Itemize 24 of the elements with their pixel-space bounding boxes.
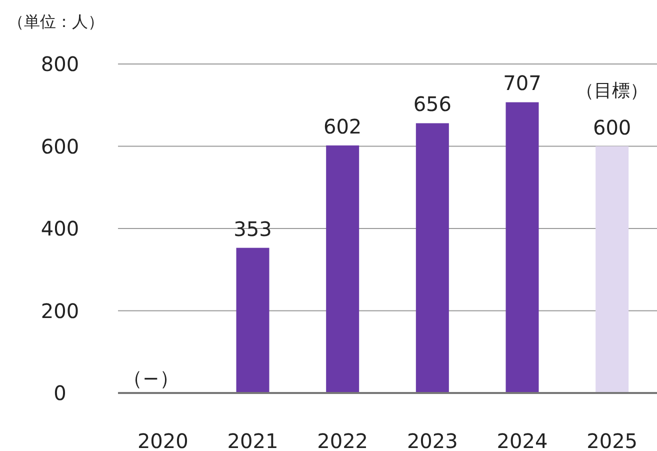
- bar: [326, 145, 360, 393]
- data-label: 656: [413, 92, 452, 116]
- x-tick-label: 2020: [137, 429, 188, 451]
- y-tick-label: 600: [40, 134, 80, 158]
- bar: [236, 248, 270, 393]
- data-label: 600: [592, 115, 632, 140]
- x-tick-label: 2023: [406, 429, 458, 451]
- y-tick-label: 200: [40, 298, 80, 323]
- data-label: 353: [234, 216, 272, 241]
- bar: [416, 123, 449, 393]
- text: （−）: [122, 366, 180, 390]
- y-tick-label: 0: [54, 381, 66, 405]
- data-label: 602: [323, 114, 362, 138]
- data-label: 707: [503, 71, 542, 96]
- x-tick-label: 2021: [227, 429, 278, 451]
- annotation: （目標）: [576, 80, 648, 102]
- y-tick-label: 400: [40, 216, 80, 240]
- x-tick-label: 2022: [317, 429, 368, 451]
- bar: [596, 146, 629, 393]
- x-tick-label: 2024: [496, 429, 548, 451]
- x-tick-label: 2025: [586, 429, 638, 451]
- bar: [506, 102, 539, 393]
- y-tick-label: 800: [40, 52, 80, 76]
- y-axis-title: （単位：人）: [8, 12, 104, 31]
